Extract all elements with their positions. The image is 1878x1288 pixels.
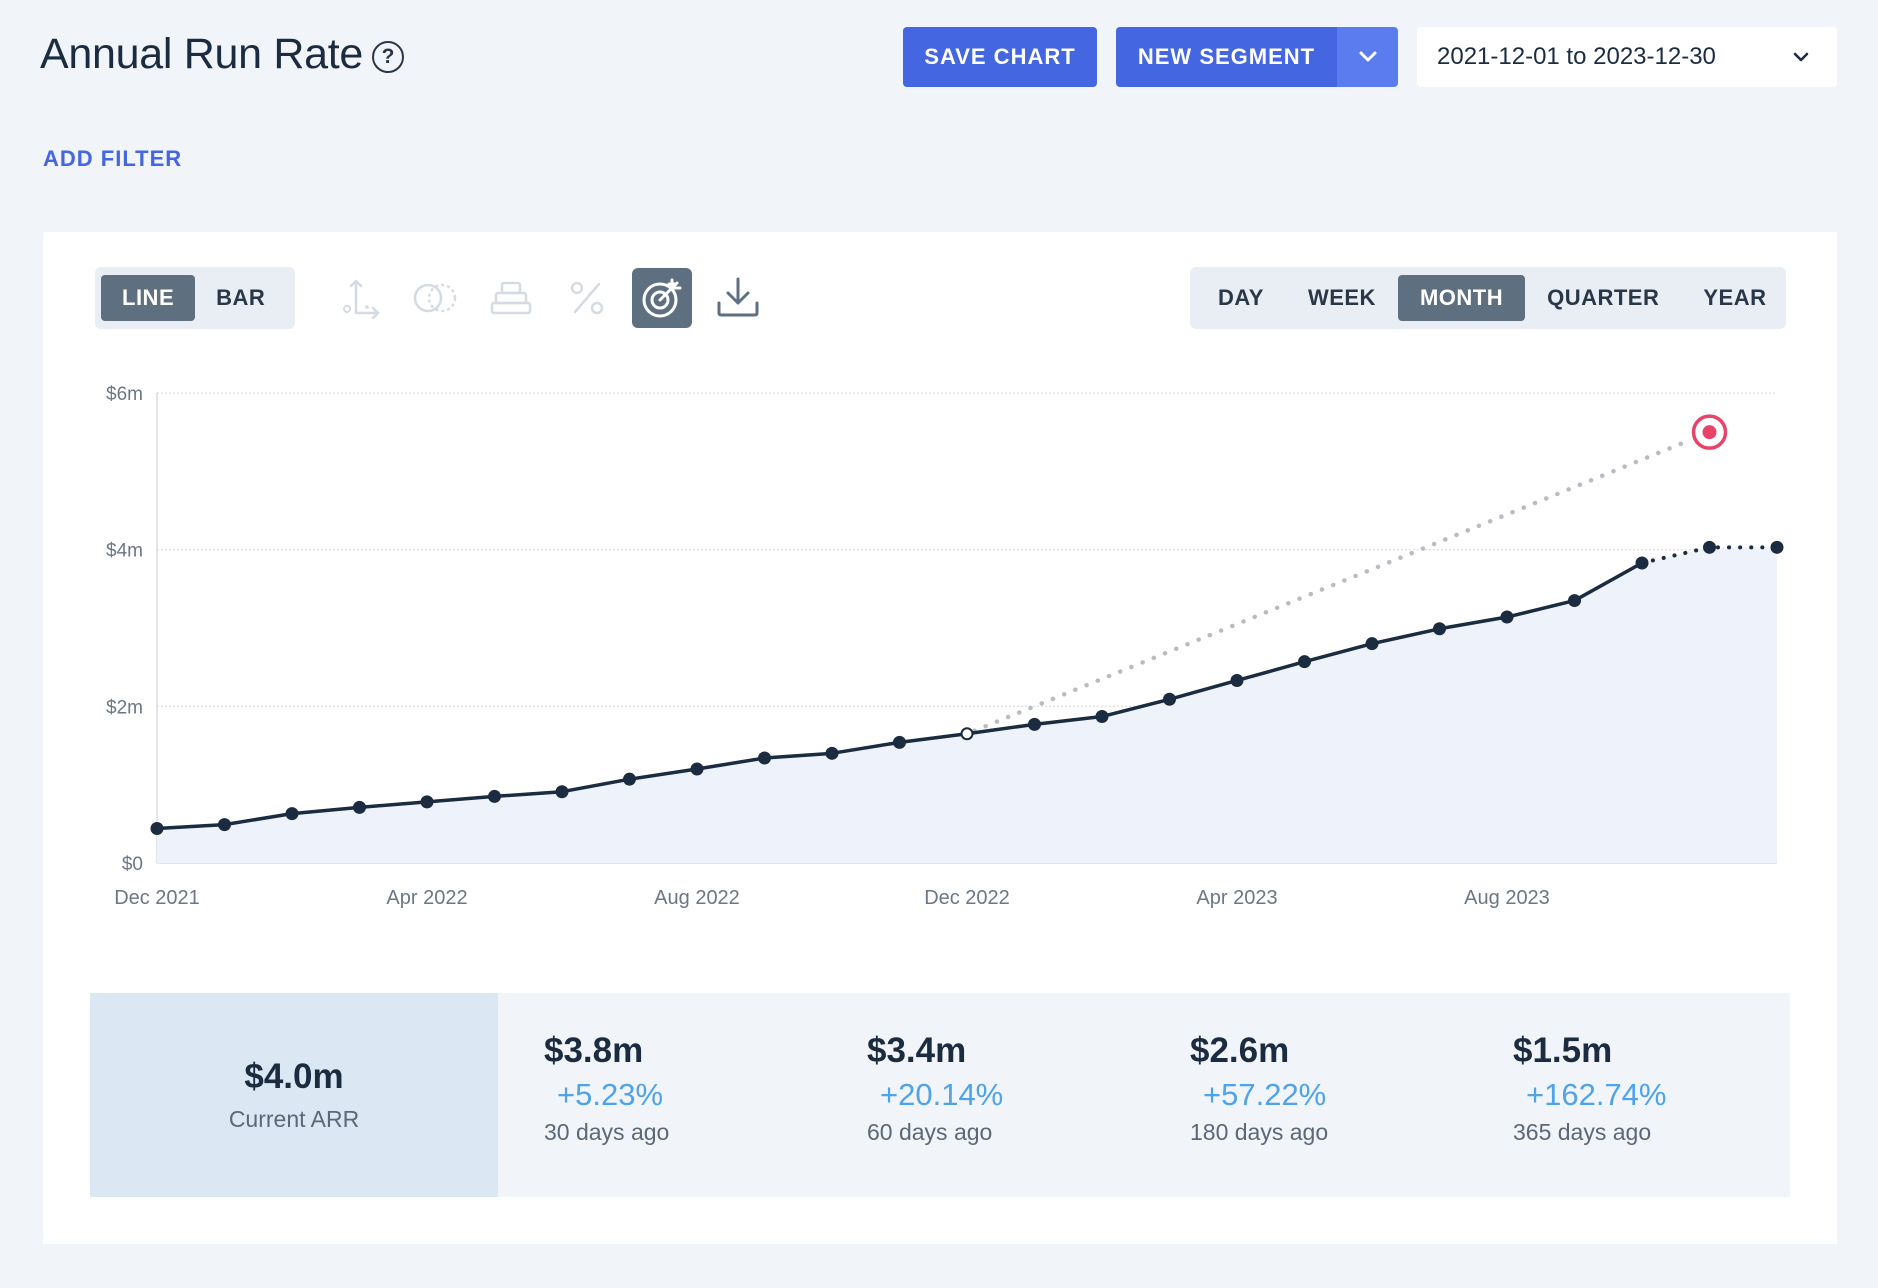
date-range-picker[interactable]: 2021-12-01 to 2023-12-30: [1417, 27, 1837, 87]
current-arr-label: Current ARR: [228, 1106, 360, 1132]
stat-label: 180 days ago: [1190, 1119, 1329, 1145]
download-icon: [717, 277, 759, 317]
data-point[interactable]: [1365, 637, 1379, 651]
interval-year[interactable]: YEAR: [1703, 285, 1767, 310]
data-point[interactable]: [218, 818, 231, 832]
data-point[interactable]: [1568, 594, 1581, 608]
compare-circles-icon: [413, 283, 457, 313]
chart-type-line[interactable]: LINE: [101, 275, 196, 321]
goal-marker-dot: [1702, 425, 1717, 440]
data-point[interactable]: [1433, 622, 1446, 636]
stat-value: $3.8m: [544, 1031, 644, 1070]
stat-label: 365 days ago: [1513, 1119, 1652, 1145]
y-tick-label: $0: [122, 854, 143, 875]
date-range-value: 2021-12-01 to 2023-12-30: [1437, 43, 1716, 70]
x-tick-label: Dec 2022: [924, 887, 1010, 909]
data-point[interactable]: [1500, 610, 1514, 624]
data-point[interactable]: [488, 789, 501, 803]
interval-month[interactable]: MONTH: [1397, 275, 1526, 321]
x-tick-label: Dec 2021: [114, 887, 200, 909]
data-point[interactable]: [960, 727, 974, 741]
chevron-down-icon: [1359, 51, 1376, 62]
data-point[interactable]: [1028, 717, 1041, 731]
stat-change: +20.14%: [880, 1077, 1004, 1112]
chevron-down-icon: [1793, 52, 1809, 62]
download-button[interactable]: [708, 268, 768, 328]
goal-projection-line: [972, 438, 1692, 733]
x-tick-label: Apr 2023: [1196, 887, 1277, 909]
data-point[interactable]: [893, 735, 906, 749]
stack-tool-button[interactable]: [481, 268, 541, 328]
data-point[interactable]: [825, 746, 839, 760]
target-goal-icon: [642, 278, 682, 318]
x-tick-label: Aug 2023: [1464, 887, 1550, 909]
data-point[interactable]: [758, 751, 771, 765]
stat-180-days: $2.6m +57.22% 180 days ago: [1190, 1031, 1328, 1146]
arr-line-chart: $0 $2m $4m $6m Dec 2021 Apr 2022 Aug 2022 Dec …: [106, 384, 1784, 909]
data-point[interactable]: [1095, 710, 1109, 724]
new-segment-dropdown-button[interactable]: [1337, 27, 1398, 87]
stat-30-days: $3.8m +5.23% 30 days ago: [544, 1031, 669, 1146]
percent-tool-button[interactable]: [557, 268, 617, 328]
x-tick-label: Apr 2022: [386, 887, 467, 909]
data-point[interactable]: [1298, 655, 1311, 669]
y-tick-label: $4m: [106, 541, 143, 562]
stat-value: $3.4m: [867, 1031, 967, 1070]
add-filter-link[interactable]: ADD FILTER: [43, 146, 183, 171]
stat-365-days: $1.5m +162.74% 365 days ago: [1513, 1031, 1666, 1146]
interval-day[interactable]: DAY: [1218, 285, 1264, 310]
axis-tool-button[interactable]: [331, 268, 391, 328]
interval-toggle: DAY WEEK MONTH QUARTER YEAR: [1190, 267, 1786, 329]
chart-area-fill: [157, 547, 1777, 863]
chart-type-bar[interactable]: BAR: [216, 285, 266, 310]
stat-label: 30 days ago: [544, 1119, 670, 1145]
data-point[interactable]: [353, 800, 366, 814]
percent-icon: [570, 281, 604, 315]
data-point[interactable]: [150, 822, 164, 836]
stat-change: +162.74%: [1526, 1077, 1667, 1112]
chart-type-toggle: LINE BAR: [95, 267, 295, 329]
data-point[interactable]: [690, 762, 704, 776]
page-title: Annual Run Rate: [40, 30, 363, 78]
save-chart-button[interactable]: SAVE CHART: [903, 27, 1097, 87]
data-point[interactable]: [1770, 540, 1784, 554]
interval-week[interactable]: WEEK: [1307, 285, 1376, 310]
stat-label: 60 days ago: [867, 1119, 993, 1145]
new-segment-button[interactable]: NEW SEGMENT: [1116, 27, 1337, 87]
data-point[interactable]: [285, 807, 299, 821]
stat-value: $1.5m: [1513, 1031, 1613, 1070]
interval-quarter[interactable]: QUARTER: [1547, 285, 1660, 310]
question-circle-icon[interactable]: ?: [372, 41, 404, 73]
compare-tool-button[interactable]: [406, 268, 466, 328]
stack-icon: [490, 281, 532, 315]
data-point[interactable]: [1163, 692, 1176, 706]
x-tick-label: Aug 2022: [654, 887, 740, 909]
stat-value: $2.6m: [1190, 1031, 1290, 1070]
stat-change: +57.22%: [1203, 1077, 1327, 1112]
data-point[interactable]: [1703, 540, 1716, 554]
axis-icon: [343, 279, 380, 320]
stat-60-days: $3.4m +20.14% 60 days ago: [867, 1031, 1003, 1146]
data-point[interactable]: [1230, 673, 1244, 687]
data-point[interactable]: [555, 785, 569, 799]
data-point[interactable]: [420, 795, 434, 809]
goal-tool-button[interactable]: [632, 268, 692, 328]
projected-line: [1640, 545, 1779, 565]
stat-change: +5.23%: [557, 1077, 664, 1112]
y-tick-label: $6m: [106, 384, 143, 405]
data-point[interactable]: [623, 772, 636, 786]
current-arr-box: [90, 993, 498, 1197]
goal-target-marker[interactable]: [1691, 414, 1728, 450]
current-arr-value: $4.0m: [244, 1057, 344, 1096]
data-point[interactable]: [1635, 556, 1649, 570]
y-tick-label: $2m: [106, 697, 143, 718]
